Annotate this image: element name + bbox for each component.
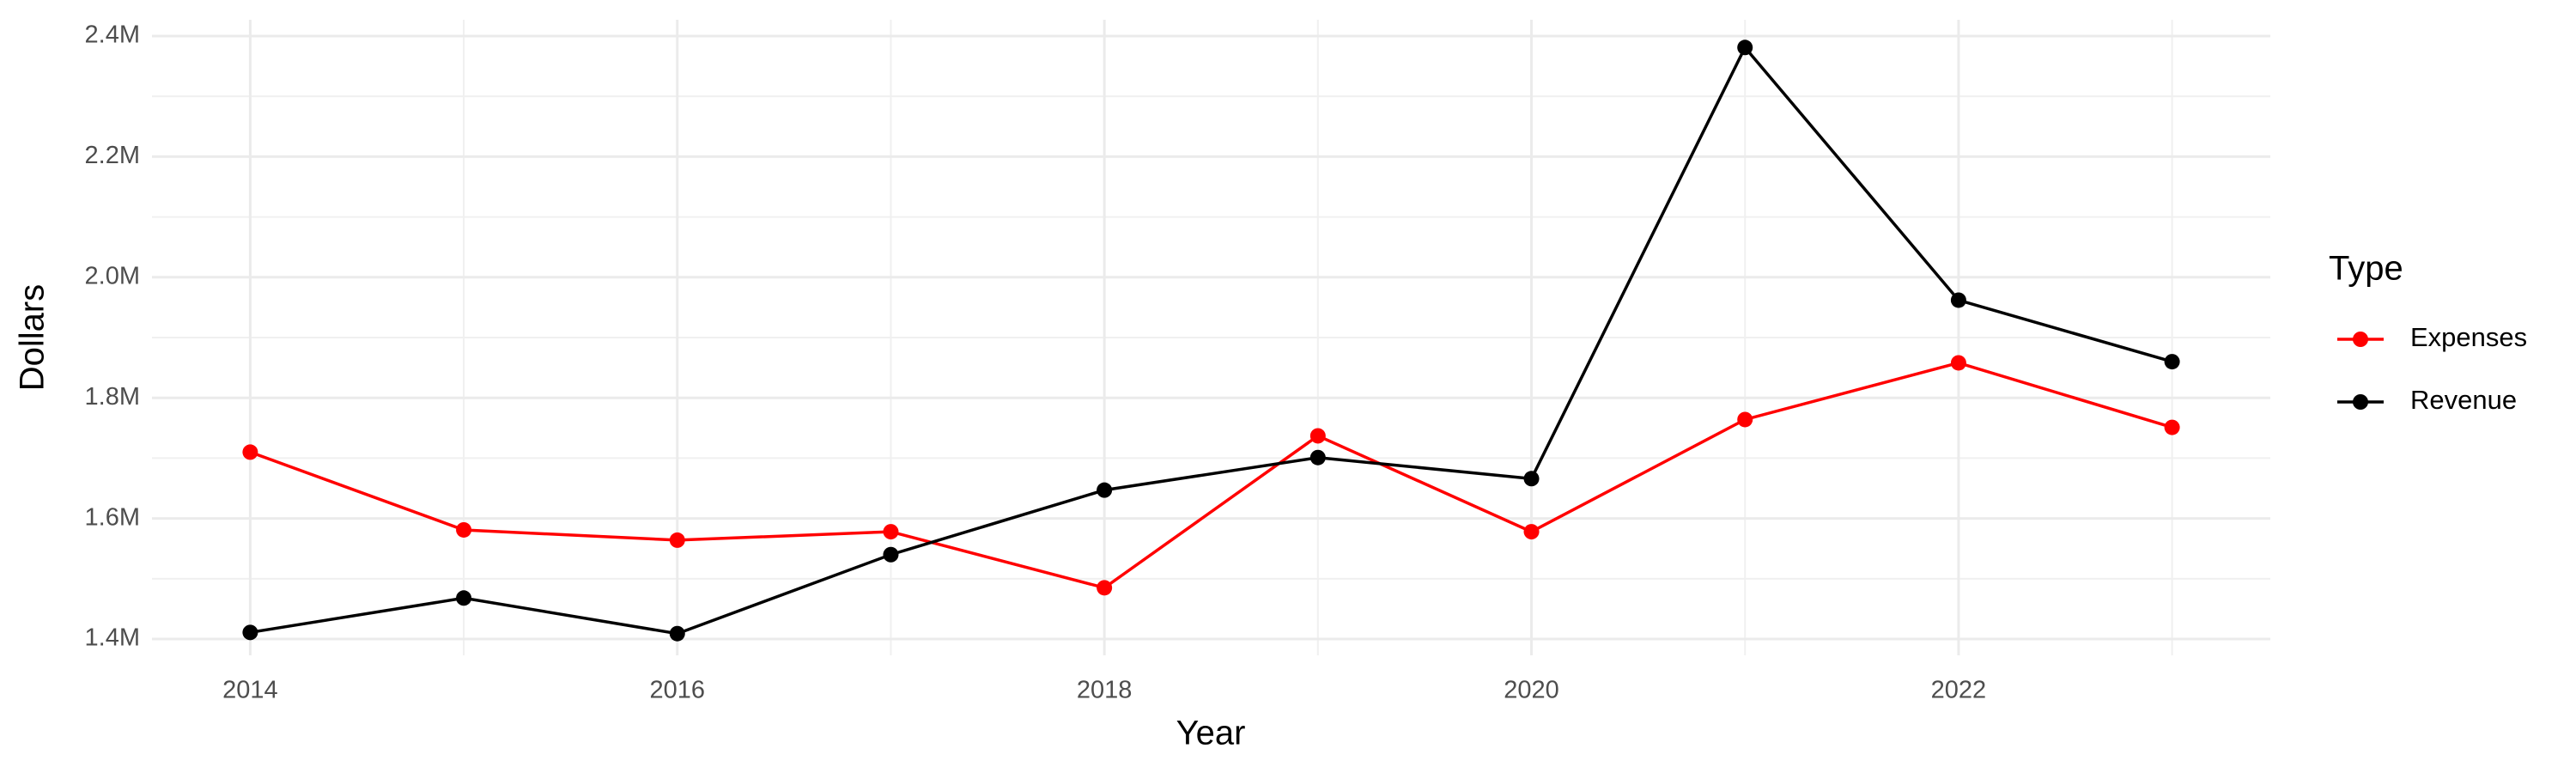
x-tick-label: 2018	[1077, 677, 1133, 704]
point	[1950, 292, 1966, 308]
point	[456, 590, 472, 606]
point	[1523, 524, 1540, 540]
legend-label: Revenue	[2410, 385, 2517, 415]
point	[242, 624, 258, 641]
series-line	[250, 45, 2173, 636]
point	[1097, 580, 1113, 596]
point	[2164, 419, 2180, 435]
x-tick-label: 2014	[222, 677, 278, 704]
legend-point	[2353, 332, 2368, 347]
y-axis-title: Dollars	[14, 284, 52, 391]
legend-point	[2353, 394, 2368, 410]
y-tick-label: 1.4M	[85, 624, 140, 652]
point	[1523, 471, 1540, 487]
x-axis-title: Year	[1176, 715, 1246, 752]
point	[669, 625, 685, 642]
legend-title: Type	[2329, 250, 2403, 288]
legend-label: Expenses	[2410, 322, 2527, 352]
y-tick-label: 1.6M	[85, 503, 140, 531]
point	[1309, 428, 1326, 444]
x-tick-label: 2020	[1504, 677, 1559, 704]
point	[669, 532, 685, 548]
y-tick-label: 2.4M	[85, 21, 140, 49]
y-tick-label: 2.0M	[85, 262, 140, 289]
point	[2164, 354, 2180, 370]
point	[1950, 355, 1966, 371]
y-tick-label: 1.8M	[85, 383, 140, 411]
point	[456, 521, 472, 538]
point	[1309, 449, 1326, 466]
point	[1737, 411, 1753, 428]
point	[1097, 482, 1113, 498]
point	[883, 546, 899, 563]
grid	[152, 20, 2270, 655]
series-line	[249, 361, 2173, 590]
point	[883, 524, 899, 540]
x-tick-label: 2016	[650, 677, 706, 704]
point	[242, 444, 258, 460]
x-tick-label: 2022	[1931, 677, 1987, 704]
y-tick-label: 2.2M	[85, 142, 140, 169]
point	[1737, 40, 1753, 56]
